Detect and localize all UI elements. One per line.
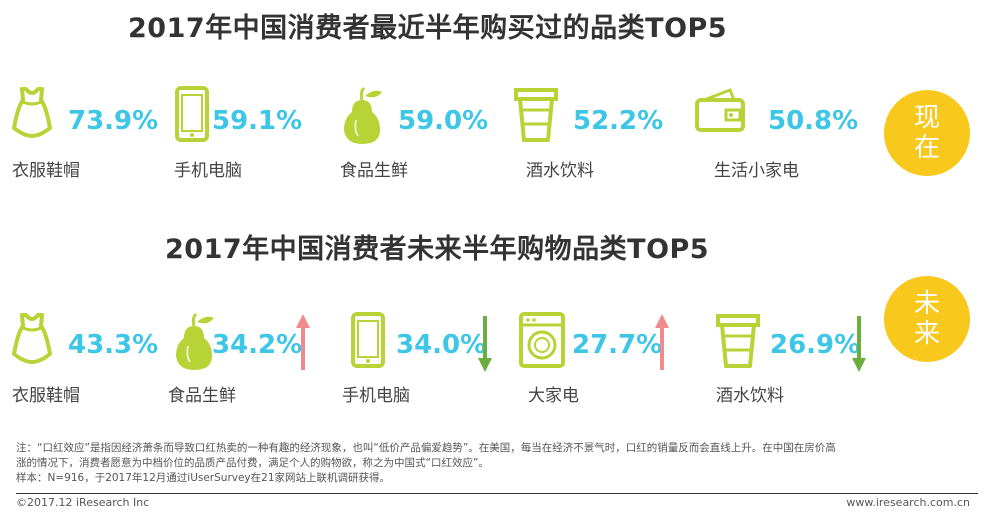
chart-title-future: 2017年中国消费者未来半年购物品类TOP5: [165, 234, 710, 265]
footer-website: www.iresearch.com.cn: [846, 496, 970, 509]
footer-copyright: ©2017.12 iResearch Inc: [16, 496, 150, 509]
badge-now: 现在: [884, 90, 970, 176]
badge-now-text: 现在: [913, 103, 940, 163]
value-label: 73.9%: [68, 106, 159, 136]
value-label: 43.3%: [68, 330, 159, 360]
washer-icon: [518, 312, 566, 368]
category-label: 食品生鲜: [340, 161, 408, 181]
category-label: 手机电脑: [174, 161, 242, 181]
dress-icon: [10, 86, 54, 138]
wallet-icon: [694, 86, 746, 134]
footnote: 注：“口红效应”是指因经济萧条而导致口红热卖的一种有趣的经济现象，也叫“低价产品…: [16, 441, 984, 486]
category-label: 酒水饮料: [526, 161, 594, 181]
value-label: 34.2%: [212, 330, 303, 360]
dress-icon: [10, 312, 54, 364]
arrow-down-icon: [852, 314, 866, 376]
category-label: 食品生鲜: [168, 386, 236, 406]
arrow-up-icon: [655, 314, 669, 376]
category-label: 衣服鞋帽: [12, 386, 80, 406]
cup-icon: [514, 86, 558, 144]
chart-title-recent: 2017年中国消费者最近半年购买过的品类TOP5: [128, 13, 728, 44]
footnote-line-2: 涨的情况下，消费者愿意为中档价位的品质产品付费，满足个人的购物欲，称之为中国式“…: [16, 457, 489, 469]
cup-icon: [716, 312, 760, 370]
value-label: 59.0%: [398, 106, 489, 136]
category-label: 衣服鞋帽: [12, 161, 80, 181]
phone-icon: [174, 86, 210, 142]
value-label: 27.7%: [572, 330, 663, 360]
value-label: 26.9%: [770, 330, 861, 360]
badge-future: 未来: [884, 276, 970, 362]
category-label: 手机电脑: [342, 386, 410, 406]
footer-divider: [16, 493, 978, 494]
footnote-line-1: 注：“口红效应”是指因经济萧条而导致口红热卖的一种有趣的经济现象，也叫“低价产品…: [16, 442, 836, 454]
value-label: 59.1%: [212, 106, 303, 136]
footnote-line-3: 样本：N=916，于2017年12月通过iUserSurvey在21家网站上联机…: [16, 472, 391, 484]
arrow-down-icon: [478, 314, 492, 376]
arrow-up-icon: [296, 314, 310, 376]
category-label: 大家电: [528, 386, 579, 406]
value-label: 34.0%: [396, 330, 487, 360]
value-label: 52.2%: [573, 106, 664, 136]
category-label: 酒水饮料: [716, 386, 784, 406]
category-label: 生活小家电: [714, 161, 799, 181]
pear-icon: [340, 86, 386, 146]
badge-future-text: 未来: [913, 289, 940, 349]
phone-icon: [350, 312, 386, 368]
value-label: 50.8%: [768, 106, 859, 136]
pear-icon: [172, 312, 218, 372]
